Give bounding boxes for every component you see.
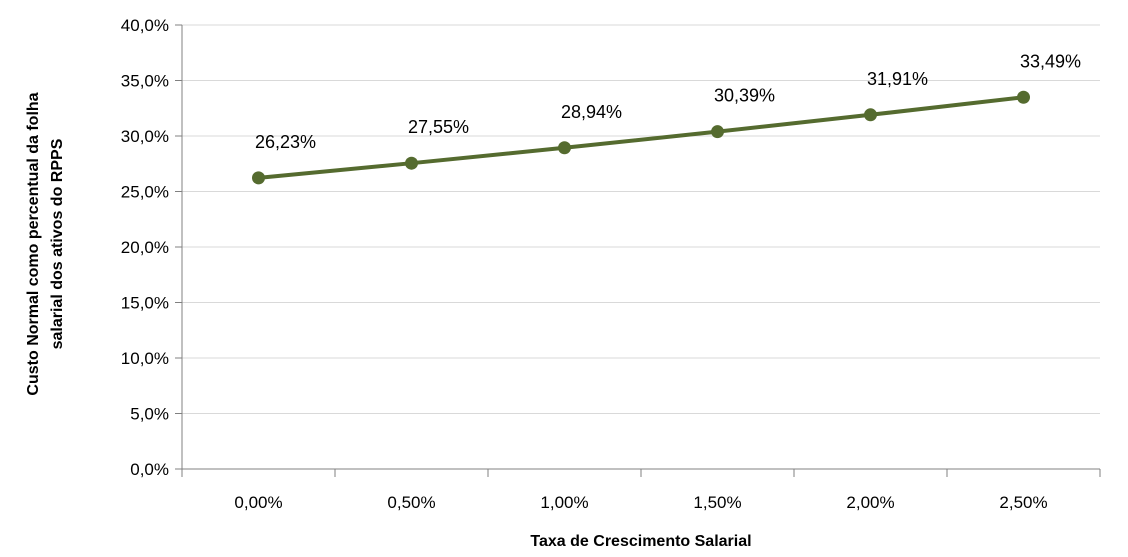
y-tick-label: 15,0% xyxy=(121,294,169,313)
data-point xyxy=(405,156,418,170)
axes xyxy=(175,24,1101,477)
y-axis-title-line-1: Custo Normal como percentual da folha xyxy=(25,92,42,395)
data-label: 30,39% xyxy=(714,86,775,106)
data-label: 26,23% xyxy=(255,132,316,152)
y-tick-label: 0,0% xyxy=(130,460,169,479)
x-tick-label: 1,00% xyxy=(540,493,588,512)
data-point xyxy=(711,125,724,139)
data-labels: 26,23% 27,55% 28,94% 30,39% 31,91% 33,49% xyxy=(255,51,1081,152)
x-tick-label: 2,00% xyxy=(846,493,894,512)
x-tick-label: 0,50% xyxy=(387,493,435,512)
data-point xyxy=(558,141,571,155)
y-tick-label: 40,0% xyxy=(121,16,169,35)
y-tick-label: 30,0% xyxy=(121,127,169,146)
x-tick-label: 2,50% xyxy=(999,493,1047,512)
x-tick-label: 1,50% xyxy=(693,493,741,512)
y-tick-label: 10,0% xyxy=(121,349,169,368)
gridlines xyxy=(182,24,1100,414)
data-point xyxy=(252,171,265,185)
x-tick-labels: 0,00% 0,50% 1,00% 1,50% 2,00% 2,50% xyxy=(234,493,1047,512)
data-label: 31,91% xyxy=(867,69,928,89)
y-tick-labels: 0,0% 5,0% 10,0% 15,0% 20,0% 25,0% 30,0% 35,0% 40… xyxy=(121,16,169,479)
data-point xyxy=(864,108,877,122)
y-tick-label: 25,0% xyxy=(121,183,169,202)
data-point xyxy=(1017,90,1030,104)
y-axis-title: Custo Normal como percentual da folha xyxy=(25,92,42,395)
data-label: 28,94% xyxy=(561,102,622,122)
x-tick-label: 0,00% xyxy=(234,493,282,512)
series xyxy=(252,90,1030,185)
data-label: 33,49% xyxy=(1020,51,1081,71)
y-tick-label: 5,0% xyxy=(130,405,169,424)
y-axis-title-2: salarial dos ativos do RPPS xyxy=(49,138,66,349)
x-axis-title: Taxa de Crescimento Salarial xyxy=(530,533,751,550)
y-axis-title-line-2: salarial dos ativos do RPPS xyxy=(49,138,66,349)
y-tick-label: 35,0% xyxy=(121,72,169,91)
series-line xyxy=(258,95,1024,180)
data-label: 27,55% xyxy=(408,117,469,137)
y-tick-label: 20,0% xyxy=(121,238,169,257)
